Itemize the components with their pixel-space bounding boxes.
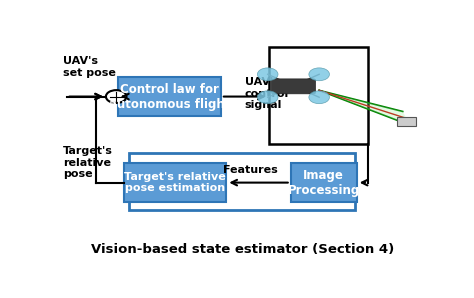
Circle shape <box>106 90 127 103</box>
Circle shape <box>309 91 329 104</box>
FancyBboxPatch shape <box>291 163 357 202</box>
Text: Target's
relative
pose: Target's relative pose <box>63 146 113 179</box>
Text: Target's relative
pose estimation: Target's relative pose estimation <box>124 172 226 193</box>
Circle shape <box>257 91 278 104</box>
Text: Features: Features <box>223 165 278 175</box>
Text: Image
Processing: Image Processing <box>288 169 360 197</box>
FancyBboxPatch shape <box>272 79 316 94</box>
Text: UAV's
set pose: UAV's set pose <box>63 56 116 78</box>
Text: Control law for
autonomous flight: Control law for autonomous flight <box>109 83 230 111</box>
FancyBboxPatch shape <box>118 77 221 116</box>
FancyBboxPatch shape <box>124 163 227 202</box>
Circle shape <box>257 68 278 81</box>
Circle shape <box>309 68 329 81</box>
Text: UAV's
control
signal: UAV's control signal <box>245 77 289 110</box>
Polygon shape <box>319 90 410 125</box>
FancyBboxPatch shape <box>397 117 416 126</box>
Text: Vision-based state estimator (Section 4): Vision-based state estimator (Section 4) <box>91 243 394 256</box>
